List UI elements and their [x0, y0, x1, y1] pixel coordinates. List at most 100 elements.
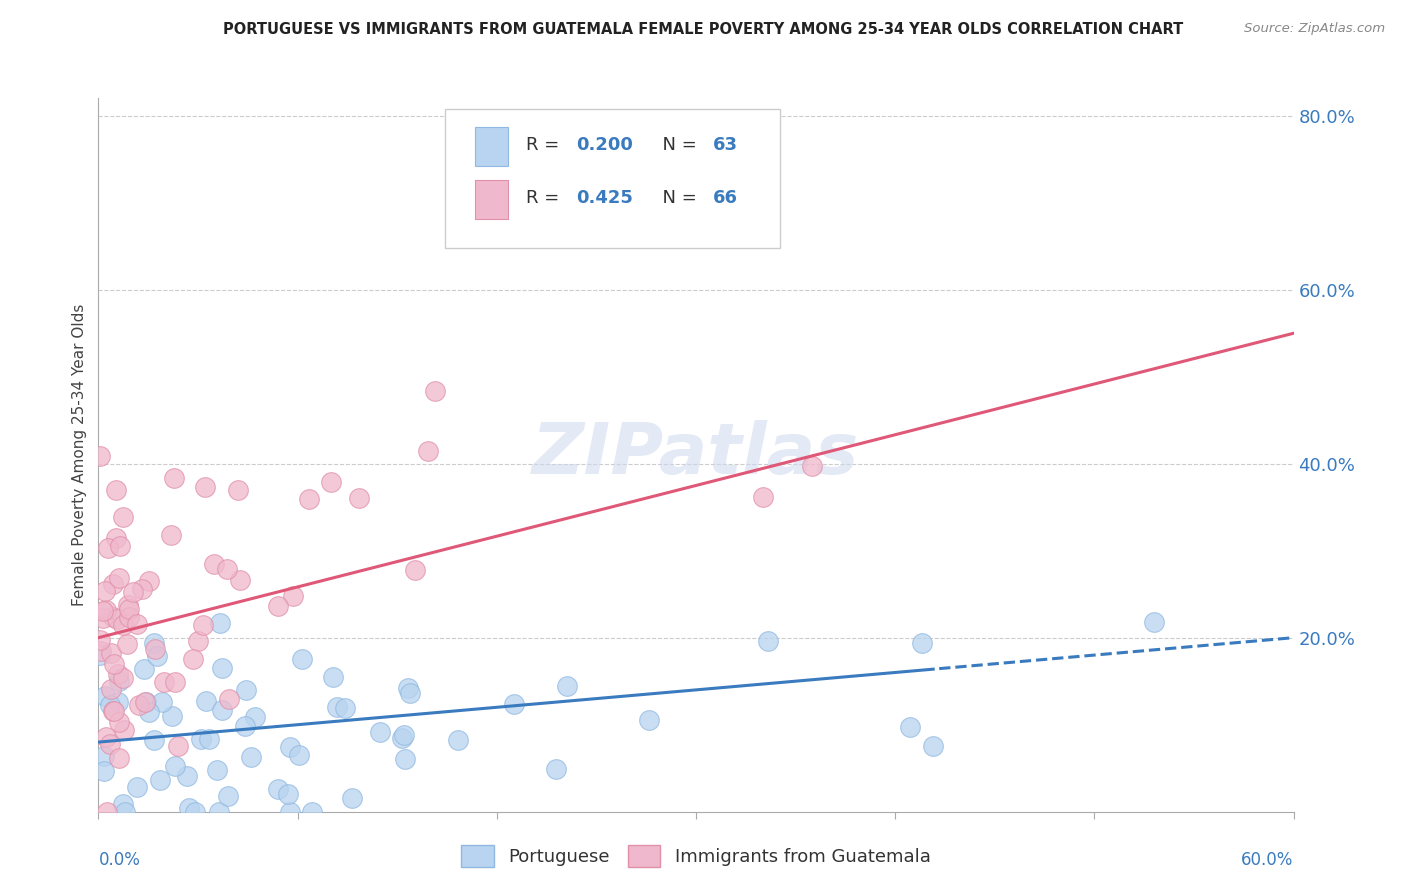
Point [281, 589, 304, 603]
Text: 0.0%: 0.0% [98, 851, 141, 869]
Point [108, 571, 131, 585]
Point [163, 471, 186, 485]
Point [103, 657, 125, 671]
Point [101, 704, 124, 718]
Point [240, 750, 263, 764]
Point [404, 563, 426, 577]
Point [146, 648, 169, 663]
Point [267, 599, 290, 613]
Point [752, 490, 775, 504]
Point [503, 697, 526, 711]
Point [105, 483, 128, 497]
Point [143, 642, 166, 657]
Point [211, 703, 233, 717]
Point [245, 710, 267, 724]
Point [98, 737, 121, 751]
Point [125, 780, 148, 795]
Text: 0.200: 0.200 [576, 136, 633, 153]
Point [396, 681, 419, 695]
Point [134, 695, 156, 709]
Text: N =: N = [651, 136, 702, 153]
Point [118, 610, 141, 624]
Point [217, 789, 239, 804]
Point [278, 739, 301, 754]
Point [112, 618, 135, 632]
Point [128, 698, 150, 712]
Point [163, 675, 186, 690]
Point [117, 598, 139, 612]
Point [319, 475, 342, 490]
Point [585, 213, 607, 227]
Point [301, 805, 323, 819]
Point [277, 788, 299, 802]
Point [198, 732, 221, 747]
Point [142, 636, 165, 650]
Text: Source: ZipAtlas.com: Source: ZipAtlas.com [1244, 22, 1385, 36]
Text: PORTUGUESE VS IMMIGRANTS FROM GUATEMALA FEMALE POVERTY AMONG 25-34 YEAR OLDS COR: PORTUGUESE VS IMMIGRANTS FROM GUATEMALA … [224, 22, 1182, 37]
Point [90, 644, 112, 658]
Point [93, 749, 115, 764]
Point [202, 557, 225, 571]
Legend: Portuguese, Immigrants from Guatemala: Portuguese, Immigrants from Guatemala [454, 838, 938, 874]
Point [205, 763, 228, 777]
Point [89, 632, 111, 647]
Point [638, 713, 661, 727]
Point [322, 670, 344, 684]
Point [94, 602, 117, 616]
Point [278, 805, 301, 819]
Point [122, 585, 145, 599]
Point [1143, 615, 1166, 630]
Point [194, 480, 217, 494]
Text: 60.0%: 60.0% [1241, 851, 1294, 869]
Point [335, 701, 357, 715]
Point [392, 728, 415, 742]
Point [108, 674, 131, 689]
Point [93, 584, 115, 599]
Point [112, 509, 135, 524]
Point [165, 759, 187, 773]
Point [546, 762, 568, 776]
Point [394, 752, 416, 766]
Point [107, 695, 129, 709]
Text: 63: 63 [713, 136, 738, 153]
Point [135, 695, 157, 709]
Point [235, 682, 257, 697]
Point [131, 582, 153, 597]
Point [127, 617, 149, 632]
Point [98, 698, 121, 713]
Text: 66: 66 [713, 189, 738, 207]
Point [447, 733, 470, 747]
Point [138, 574, 160, 589]
Point [112, 797, 135, 811]
Point [93, 689, 115, 703]
Text: R =: R = [526, 136, 565, 153]
Text: 0.425: 0.425 [576, 189, 633, 207]
Point [298, 491, 321, 506]
Point [103, 704, 125, 718]
FancyBboxPatch shape [444, 109, 780, 248]
Point [800, 458, 823, 473]
Point [167, 739, 190, 753]
Point [97, 541, 120, 555]
Point [418, 443, 440, 458]
Point [391, 731, 413, 745]
Point [218, 692, 240, 706]
Point [96, 730, 118, 744]
Point [115, 637, 138, 651]
Point [89, 450, 111, 464]
Point [134, 662, 156, 676]
Point [340, 791, 363, 805]
Point [93, 764, 115, 778]
Point [138, 705, 160, 719]
Point [112, 723, 135, 738]
Point [91, 611, 114, 625]
Point [100, 646, 122, 660]
Point [105, 531, 128, 545]
Point [555, 679, 578, 693]
Point [368, 725, 391, 739]
Point [112, 671, 135, 685]
Point [898, 720, 921, 734]
Point [118, 601, 141, 615]
FancyBboxPatch shape [475, 180, 509, 219]
Point [108, 751, 131, 765]
